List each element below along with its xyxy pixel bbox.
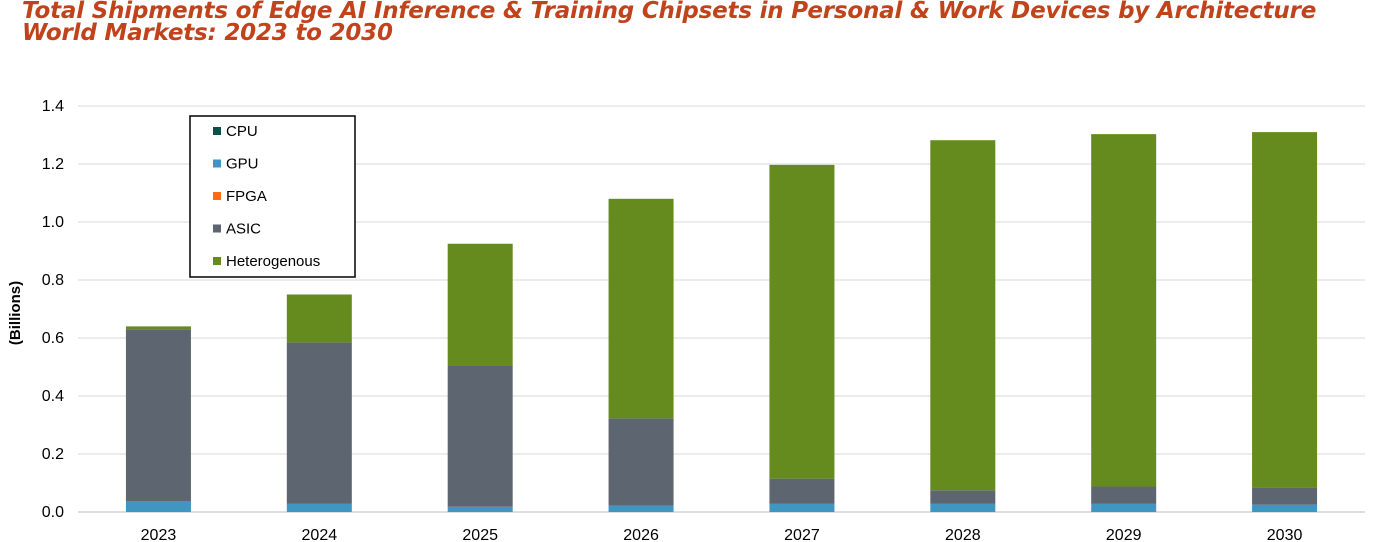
legend: CPU GPU FPGA ASIC Heterogenous (189, 115, 356, 278)
y-tick-label: 1.0 (42, 214, 64, 231)
bar-gpu-2027 (769, 503, 835, 512)
bar-gpu-2023 (125, 500, 191, 512)
y-axis-label: (Billions) (7, 281, 24, 345)
bar-asic-2024 (286, 342, 352, 504)
legend-label-gpu: GPU (226, 156, 259, 173)
chart-title-line2: World Markets: 2023 to 2030 (22, 20, 393, 46)
x-tick-label: 2028 (945, 527, 981, 542)
y-tick-label: 1.2 (42, 156, 64, 173)
x-tick-label: 2023 (141, 527, 177, 542)
bar-heterogenous-2025 (447, 243, 513, 366)
y-tick-label: 0.0 (42, 504, 64, 521)
y-tick-label: 0.6 (42, 330, 64, 347)
bar-gpu-2025 (447, 506, 513, 512)
legend-swatch-heterogenous (213, 257, 221, 265)
x-tick-label: 2026 (623, 527, 659, 542)
bar-asic-2025 (447, 365, 513, 507)
x-tick-label: 2029 (1106, 527, 1142, 542)
x-tick-label: 2024 (302, 527, 338, 542)
bar-gpu-2026 (608, 505, 674, 512)
legend-label-fpga: FPGA (226, 188, 267, 205)
bars (125, 132, 1318, 512)
bar-heterogenous-2026 (608, 198, 674, 419)
bar-gpu-2028 (930, 503, 996, 512)
bar-heterogenous-2029 (1091, 134, 1157, 487)
bar-gpu-2029 (1091, 503, 1157, 512)
y-tick-label: 0.4 (42, 388, 64, 405)
legend-swatch-asic (213, 224, 221, 233)
y-tick-label: 0.2 (42, 446, 64, 463)
bar-gpu-2024 (286, 503, 352, 512)
chart-title-line1: Total Shipments of Edge AI Inference & T… (22, 0, 1317, 24)
bar-asic-2028 (930, 490, 996, 504)
y-tick-label: 1.4 (42, 98, 64, 115)
bar-heterogenous-2023 (125, 326, 191, 330)
bar-asic-2026 (608, 418, 674, 506)
legend-label-cpu: CPU (226, 123, 258, 140)
y-axis-ticks: 0.0 0.2 0.4 0.6 0.8 1.0 1.2 1.4 (42, 98, 64, 521)
bar-heterogenous-2027 (769, 164, 835, 479)
legend-label-heterogenous: Heterogenous (226, 253, 320, 270)
legend-swatch-fpga (213, 192, 221, 200)
legend-swatch-gpu (213, 159, 221, 168)
bar-asic-2027 (769, 478, 835, 504)
bar-heterogenous-2028 (930, 140, 996, 491)
x-tick-label: 2030 (1267, 527, 1303, 542)
bar-asic-2029 (1091, 486, 1157, 504)
y-tick-label: 0.8 (42, 272, 64, 289)
bar-asic-2030 (1252, 487, 1318, 505)
x-tick-label: 2025 (462, 527, 498, 542)
bar-heterogenous-2030 (1252, 132, 1318, 488)
bar-asic-2023 (125, 329, 191, 501)
bar-heterogenous-2024 (286, 294, 352, 343)
chart-title: Total Shipments of Edge AI Inference & T… (22, 0, 1317, 46)
x-tick-label: 2027 (784, 527, 820, 542)
bar-gpu-2030 (1252, 504, 1318, 512)
legend-label-asic: ASIC (226, 221, 261, 238)
legend-swatch-cpu (213, 127, 221, 135)
x-axis-ticks: 2023 2024 2025 2026 2027 2028 2029 2030 (141, 527, 1303, 542)
